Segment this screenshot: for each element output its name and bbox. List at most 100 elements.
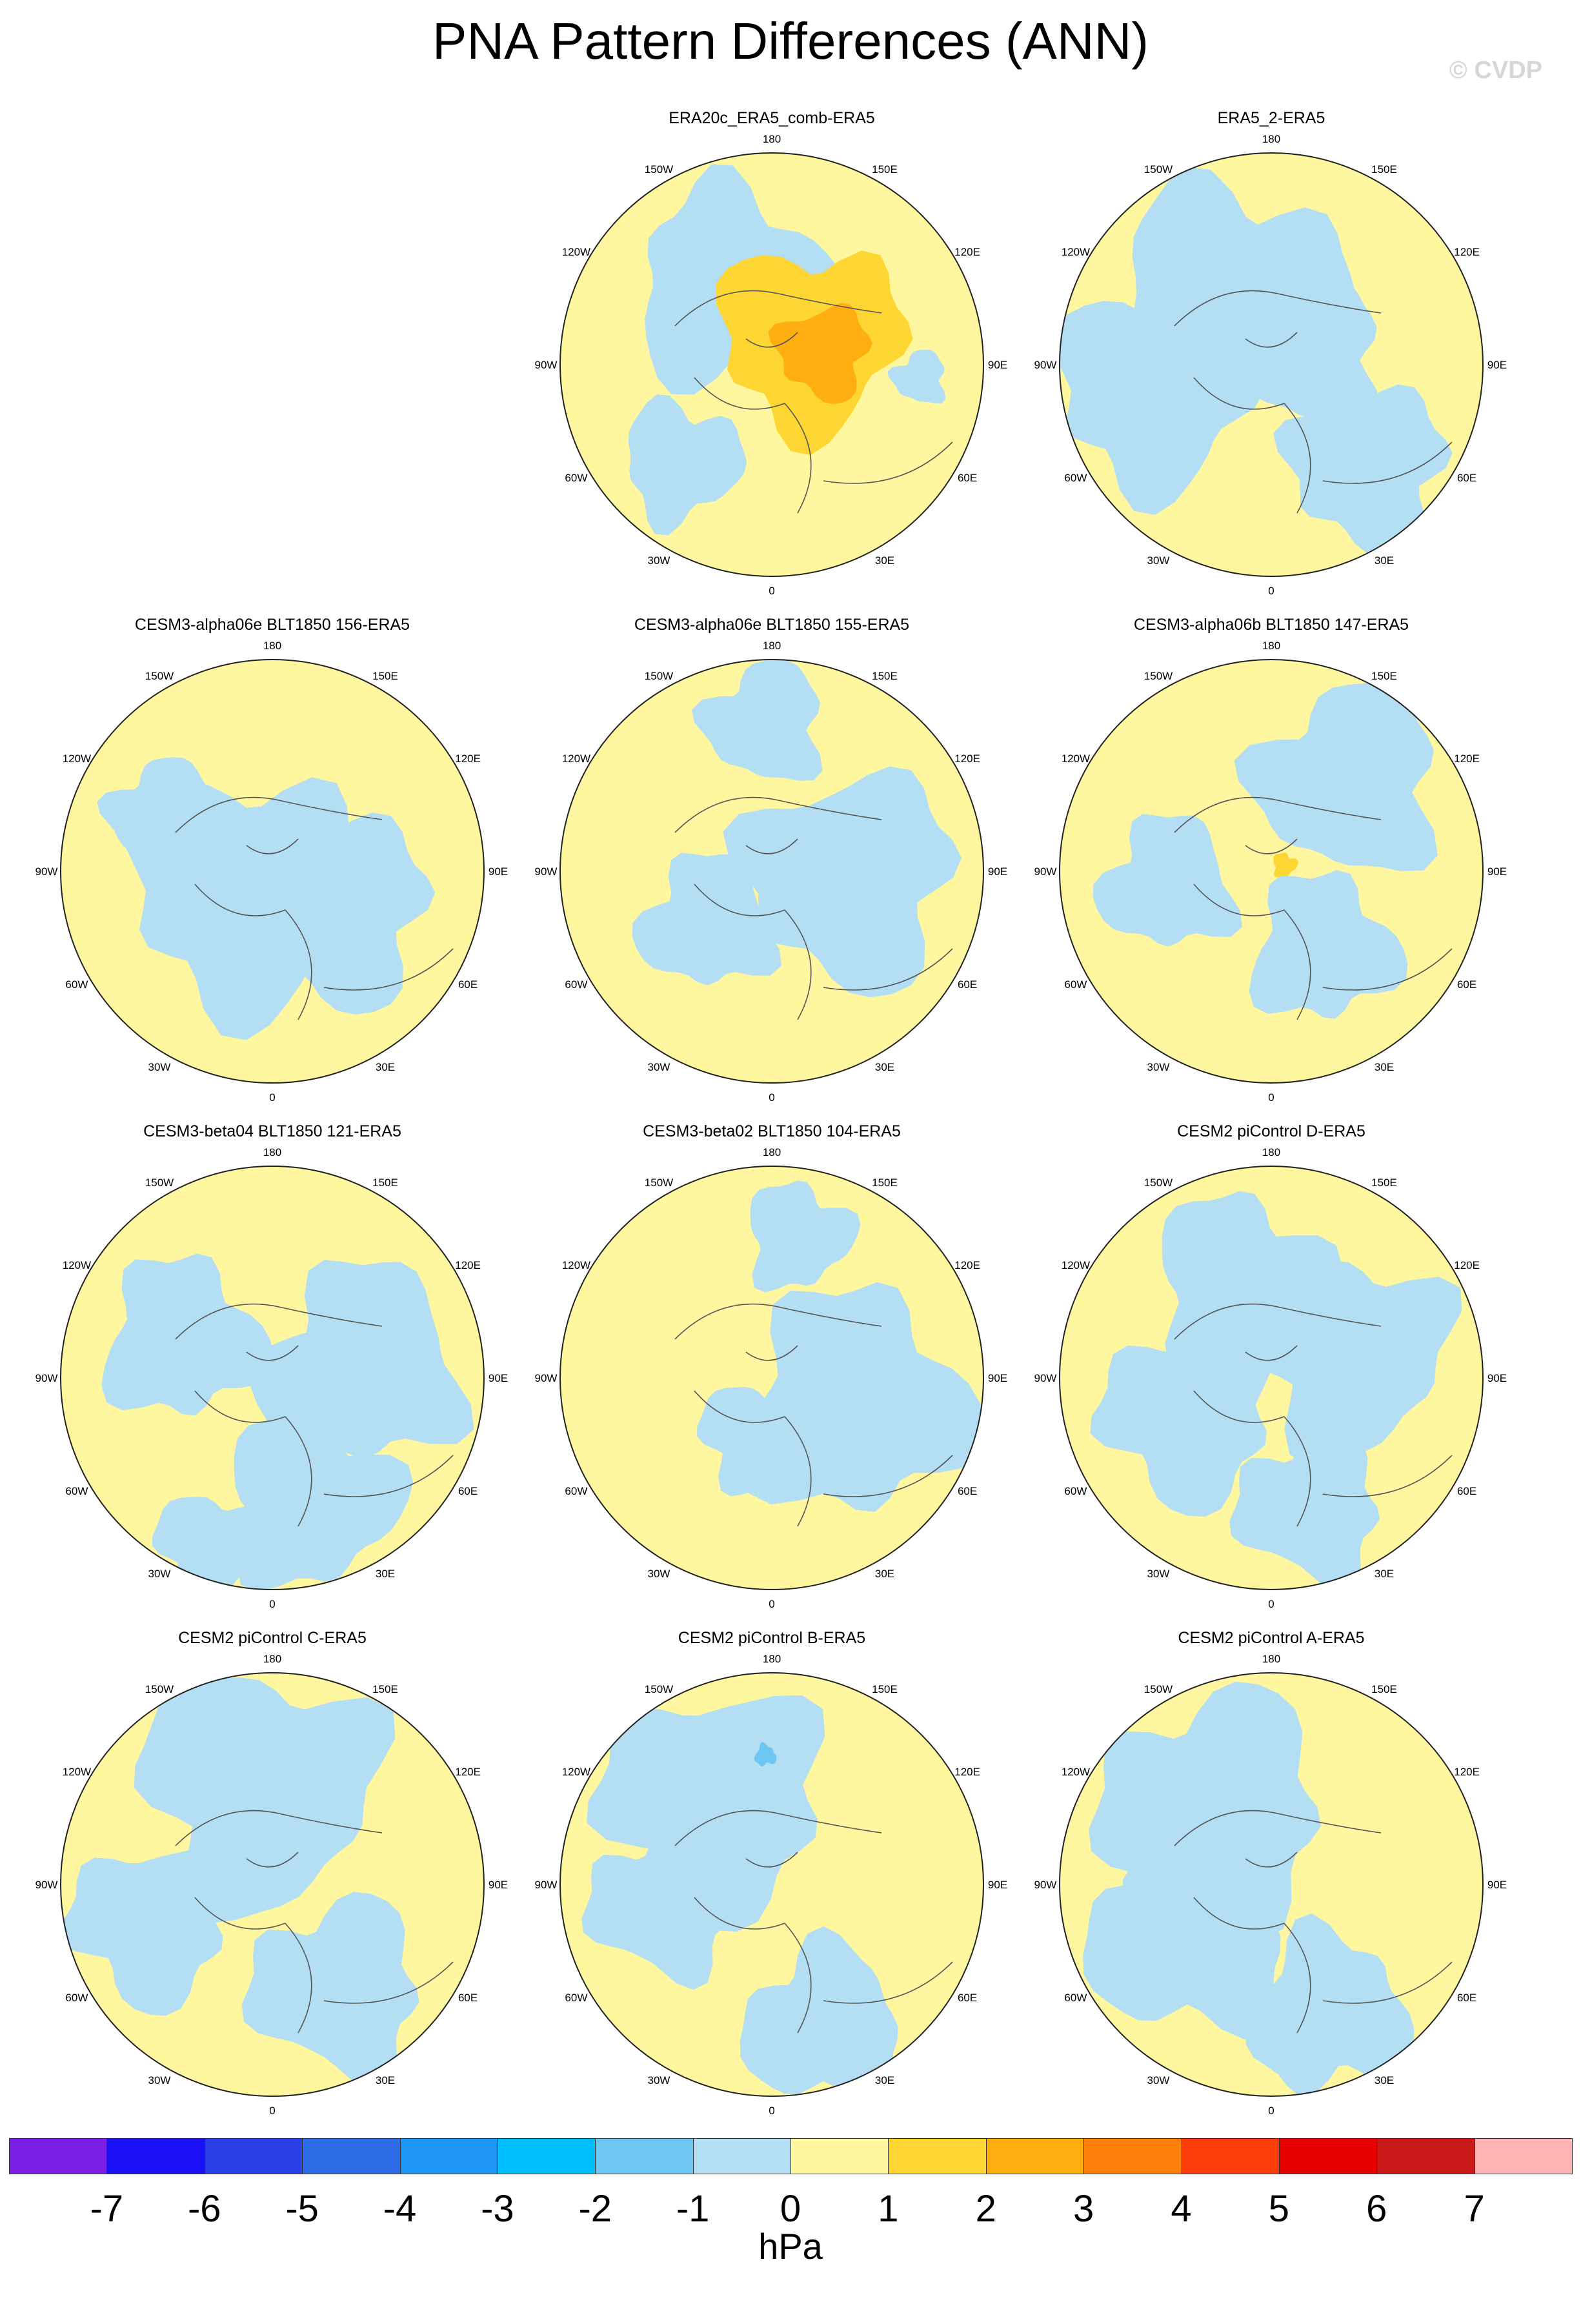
polar-map: 180 150E 120E 90E 60E 30E 0 30W 60W 90W 120W 150W bbox=[1034, 133, 1507, 597]
map-panel: CESM3-alpha06b BLT1850 147-ERA5 180 150E 12… bbox=[1026, 616, 1516, 1107]
field-contour bbox=[1090, 1336, 1273, 1517]
panel-title: CESM3-alpha06b BLT1850 147-ERA5 bbox=[1133, 616, 1409, 634]
longitude-label: 60E bbox=[1457, 472, 1476, 484]
panel-title: ERA5_2-ERA5 bbox=[1217, 109, 1325, 127]
field-contour bbox=[1273, 384, 1453, 558]
coastline bbox=[823, 1455, 953, 1497]
coastline bbox=[246, 1345, 299, 1361]
longitude-label: 60W bbox=[1064, 1992, 1087, 2004]
colorbar-tick-label: -2 bbox=[578, 2188, 612, 2230]
colorbar-box bbox=[1278, 2138, 1378, 2174]
longitude-label: 120W bbox=[63, 1259, 91, 1271]
longitude-label: 0 bbox=[1268, 585, 1274, 597]
longitude-label: 120E bbox=[1454, 1259, 1480, 1271]
longitude-label: 30E bbox=[875, 1061, 894, 1073]
colorbar-box bbox=[204, 2138, 303, 2174]
longitude-label: 90E bbox=[988, 865, 1007, 878]
longitude-label: 180 bbox=[1262, 640, 1280, 652]
longitude-label: 60E bbox=[958, 1992, 977, 2004]
longitude-label: 30W bbox=[1147, 2074, 1170, 2087]
panel-title: CESM3-beta04 BLT1850 121-ERA5 bbox=[143, 1122, 401, 1140]
longitude-label: 90E bbox=[488, 865, 508, 878]
coastline bbox=[784, 1923, 812, 2034]
longitude-label: 150E bbox=[1371, 670, 1397, 682]
longitude-label: 120E bbox=[455, 1259, 481, 1271]
coastline bbox=[745, 332, 798, 348]
colorbar bbox=[9, 2138, 1573, 2174]
field-contour bbox=[768, 303, 873, 404]
map-boundary bbox=[60, 1166, 485, 1590]
longitude-label: 60E bbox=[958, 978, 977, 991]
coastline bbox=[694, 1390, 785, 1423]
longitude-label: 60E bbox=[958, 1485, 977, 1497]
polar-map: 180 150E 120E 90E 60E 30E 0 30W 60W 90W 120W 150W bbox=[535, 640, 1008, 1104]
longitude-label: 120E bbox=[1454, 753, 1480, 765]
longitude-label: 90E bbox=[1487, 359, 1507, 371]
coastline bbox=[784, 403, 812, 514]
coastline bbox=[1284, 403, 1311, 514]
map-panel: CESM3-alpha06e BLT1850 156-ERA5 180 150E 12… bbox=[27, 616, 518, 1107]
field-contour bbox=[1083, 1810, 1281, 2041]
colorbar-tick-label: -3 bbox=[481, 2188, 514, 2230]
longitude-label: 180 bbox=[263, 1146, 281, 1158]
longitude-label: 120E bbox=[1454, 246, 1480, 258]
longitude-label: 0 bbox=[269, 1091, 275, 1104]
longitude-label: 180 bbox=[1262, 1146, 1280, 1158]
coastline bbox=[175, 1810, 383, 1846]
map-panel: ERA20c_ERA5_comb-ERA5 180 150E 120E 90E 60E 30… bbox=[527, 109, 1017, 600]
map-boundary bbox=[559, 1672, 984, 2097]
colorbar-box bbox=[1083, 2138, 1182, 2174]
longitude-label: 60W bbox=[565, 1485, 587, 1497]
longitude-label: 90E bbox=[988, 1372, 1007, 1384]
colorbar-tick-label: 6 bbox=[1366, 2188, 1387, 2230]
coastline bbox=[1284, 1416, 1311, 1527]
longitude-label: 120E bbox=[954, 1259, 980, 1271]
longitude-label: 120W bbox=[562, 1259, 590, 1271]
longitude-label: 30E bbox=[376, 2074, 395, 2087]
longitude-label: 30W bbox=[648, 554, 670, 567]
map-boundary bbox=[1059, 1672, 1484, 2097]
longitude-label: 90E bbox=[988, 1879, 1007, 1891]
longitude-label: 120E bbox=[455, 1766, 481, 1778]
longitude-label: 90E bbox=[488, 1879, 508, 1891]
longitude-label: 120E bbox=[954, 753, 980, 765]
colorbar-box bbox=[9, 2138, 108, 2174]
field-contour bbox=[754, 1742, 777, 1766]
field-contour bbox=[887, 349, 946, 403]
field-contour bbox=[723, 766, 962, 998]
colorbar-tick-label: 1 bbox=[878, 2188, 899, 2230]
polar-map: 180 150E 120E 90E 60E 30E 0 30W 60W 90W 120W 150W bbox=[535, 1653, 1008, 2117]
panel-title: ERA20c_ERA5_comb-ERA5 bbox=[669, 109, 875, 127]
longitude-label: 30E bbox=[1375, 2074, 1394, 2087]
longitude-label: 0 bbox=[769, 1598, 774, 1610]
longitude-label: 30E bbox=[875, 2074, 894, 2087]
map-panel: CESM3-beta02 BLT1850 104-ERA5 180 150E 120E… bbox=[527, 1122, 1017, 1613]
longitude-label: 180 bbox=[763, 133, 781, 145]
field-contour bbox=[1093, 814, 1242, 947]
field-contour bbox=[1249, 870, 1408, 1019]
map-panel: CESM2 piControl A-ERA5 180 150E 120E 90E 60E 3… bbox=[1026, 1629, 1516, 2120]
longitude-label: 90W bbox=[35, 1372, 58, 1384]
longitude-label: 150W bbox=[645, 1683, 673, 1695]
field-contour bbox=[101, 1253, 275, 1416]
colorbar-units: hPa bbox=[758, 2226, 823, 2267]
colorbar-box bbox=[399, 2138, 498, 2174]
longitude-label: 150E bbox=[372, 670, 398, 682]
coastline bbox=[694, 1897, 785, 1930]
coastline bbox=[1193, 1390, 1285, 1423]
longitude-label: 150W bbox=[645, 1177, 673, 1189]
field-contour bbox=[750, 1180, 861, 1293]
colorbar-box bbox=[692, 2138, 791, 2174]
longitude-label: 60W bbox=[1064, 1485, 1087, 1497]
map-panel: ERA5_2-ERA5 180 150E 120E 90E 60E 30E 0 30W 60W 90… bbox=[1026, 109, 1516, 600]
longitude-label: 30E bbox=[376, 1568, 395, 1580]
longitude-label: 30W bbox=[1147, 554, 1170, 567]
coastline bbox=[694, 377, 785, 410]
longitude-label: 0 bbox=[769, 585, 774, 597]
longitude-label: 30E bbox=[1375, 1061, 1394, 1073]
panel-title: CESM3-alpha06e BLT1850 155-ERA5 bbox=[634, 616, 910, 634]
longitude-label: 60W bbox=[565, 472, 587, 484]
coastline bbox=[1245, 1852, 1298, 1868]
coastline bbox=[1322, 1961, 1453, 2004]
coastline bbox=[1174, 1303, 1382, 1340]
